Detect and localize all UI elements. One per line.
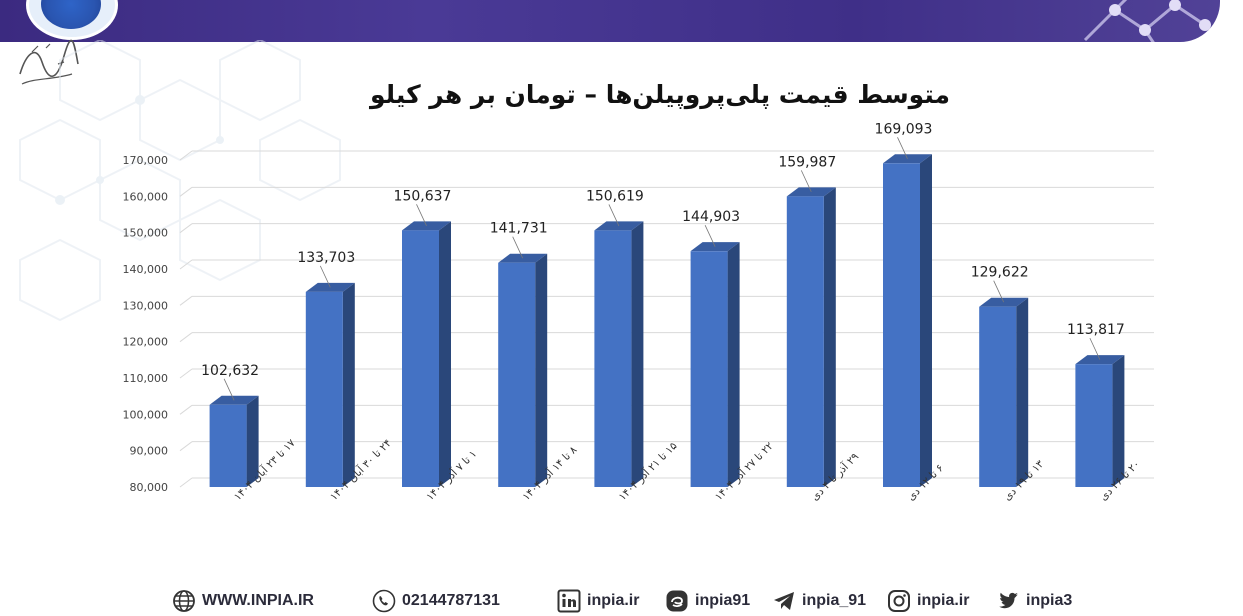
y-tick-label: 120,000 xyxy=(123,336,169,349)
data-label: 113,817 xyxy=(1067,322,1125,338)
linkedin-icon xyxy=(557,589,581,613)
data-label-leader xyxy=(800,170,812,193)
bar-side xyxy=(535,253,548,487)
y-tick-label: 140,000 xyxy=(123,263,169,276)
data-label: 169,093 xyxy=(875,121,933,137)
telegram-contact[interactable]: inpia_91 xyxy=(772,588,866,614)
bar-side xyxy=(920,154,932,487)
molecule-graphic xyxy=(1083,0,1211,42)
gridline-depth xyxy=(179,332,193,343)
linkedin-text: inpia.ir xyxy=(587,592,640,609)
data-label: 129,622 xyxy=(971,265,1029,281)
footer-contacts: WWW.INPIA.IR 02144787131 inpia.ir inpia9… xyxy=(0,584,1243,616)
bar xyxy=(305,291,343,487)
data-label-leader xyxy=(223,378,235,401)
y-tick-label: 90,000 xyxy=(130,445,169,458)
data-label-leader xyxy=(319,265,331,288)
gridline-depth xyxy=(179,477,193,488)
website-text: WWW.INPIA.IR xyxy=(202,592,314,609)
bar xyxy=(209,404,247,487)
y-tick-label: 170,000 xyxy=(123,154,169,167)
instagram-icon xyxy=(887,589,911,613)
bar-side xyxy=(1112,355,1125,487)
bar xyxy=(498,262,536,487)
phone-text: 02144787131 xyxy=(402,592,500,609)
data-label-leader xyxy=(993,280,1005,303)
data-label-leader xyxy=(608,204,620,227)
data-label-leader xyxy=(897,137,908,159)
gridline-depth xyxy=(179,441,193,452)
bar-side xyxy=(342,282,355,487)
telegram-text: inpia_91 xyxy=(802,592,867,609)
website-contact[interactable]: WWW.INPIA.IR xyxy=(172,588,314,614)
data-label-leader xyxy=(512,236,524,259)
y-tick-label: 80,000 xyxy=(130,481,169,494)
bar xyxy=(402,230,439,487)
data-label: 159,987 xyxy=(778,154,836,170)
twitter-contact[interactable]: inpia3 xyxy=(996,588,1072,614)
bar xyxy=(1075,364,1113,487)
header-bar xyxy=(0,0,1220,42)
gridline-depth xyxy=(179,223,193,234)
data-label: 150,619 xyxy=(586,188,644,204)
data-label: 150,637 xyxy=(394,188,452,204)
gridline-depth xyxy=(179,150,193,161)
bar xyxy=(690,251,728,487)
data-label-leader xyxy=(416,204,427,227)
bar-side xyxy=(439,221,451,487)
instagram-text: inpia.ir xyxy=(917,592,970,609)
gridline-depth xyxy=(179,404,193,415)
bar-side xyxy=(823,187,836,488)
data-label-leader xyxy=(704,225,716,247)
y-tick-label: 160,000 xyxy=(123,190,169,203)
data-label: 102,632 xyxy=(201,363,259,379)
data-label: 133,703 xyxy=(297,250,355,266)
twitter-icon xyxy=(996,589,1020,613)
eitaa-icon xyxy=(665,589,689,613)
phone-icon xyxy=(372,589,396,613)
data-label-leader xyxy=(1089,337,1101,360)
data-label: 144,903 xyxy=(682,209,740,225)
y-tick-label: 100,000 xyxy=(123,408,169,421)
gridline-depth xyxy=(179,259,193,270)
eitaa-contact[interactable]: inpia91 xyxy=(665,588,750,614)
eitaa-text: inpia91 xyxy=(695,592,751,609)
y-tick-label: 130,000 xyxy=(123,299,169,312)
phone-contact[interactable]: 02144787131 xyxy=(372,588,500,614)
gridline-depth xyxy=(179,295,193,306)
data-label: 141,731 xyxy=(490,221,548,237)
y-tick-label: 110,000 xyxy=(123,372,169,385)
gridline-depth xyxy=(179,368,193,379)
y-tick-label: 150,000 xyxy=(123,227,169,240)
bar-side xyxy=(631,221,644,487)
bar-side xyxy=(1016,297,1029,487)
bar-side xyxy=(727,242,740,487)
bar xyxy=(786,196,824,488)
bar xyxy=(883,163,920,487)
bar-side xyxy=(246,395,259,487)
globe-icon xyxy=(172,589,196,613)
chart-title: متوسط قیمت پلی‌پروپیلن‌ها – تومان بر هر … xyxy=(369,80,951,109)
gridline-depth xyxy=(179,186,193,197)
twitter-text: inpia3 xyxy=(1026,592,1073,609)
telegram-icon xyxy=(772,589,796,613)
bar xyxy=(979,306,1017,487)
linkedin-contact[interactable]: inpia.ir xyxy=(557,588,639,614)
bar xyxy=(594,230,632,487)
instagram-contact[interactable]: inpia.ir xyxy=(887,588,969,614)
hexagon-background xyxy=(19,40,341,322)
header-edge xyxy=(1226,0,1243,42)
